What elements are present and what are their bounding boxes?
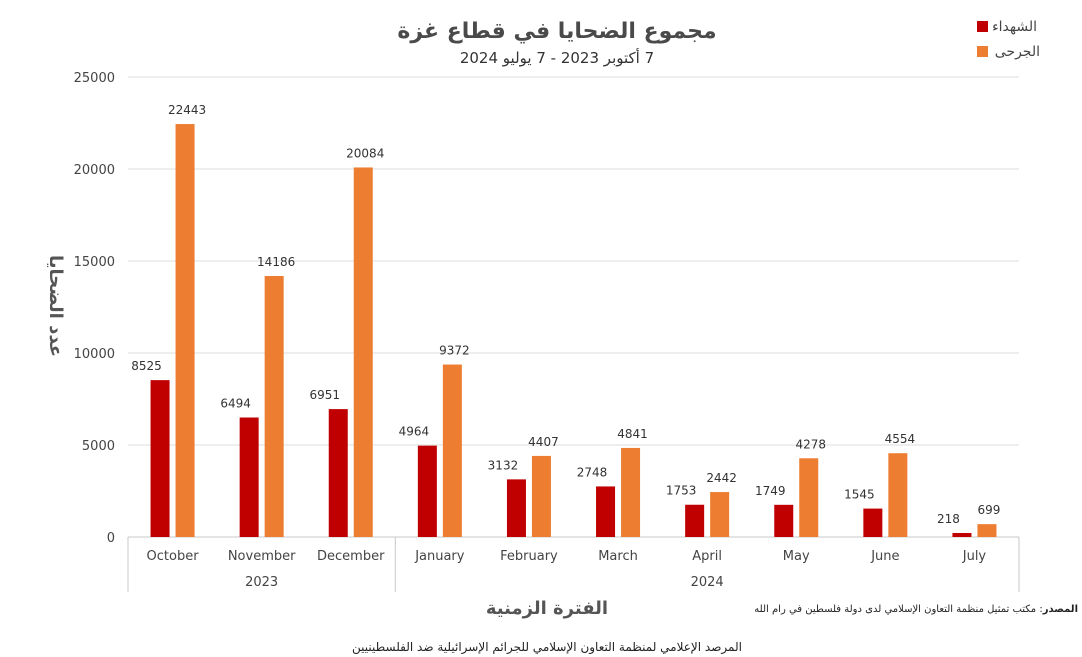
x-tick-label: December (317, 549, 385, 564)
bar-injured (888, 453, 908, 537)
x-tick-label: May (783, 549, 810, 564)
data-label-injured: 699 (977, 503, 1000, 517)
bar-martyrs (150, 380, 170, 537)
x-axis-title: الفترة الزمنية (486, 598, 608, 619)
data-label-injured: 2442 (706, 471, 737, 485)
y-axis-title: عدد الضحايا (45, 255, 66, 357)
bar-martyrs (952, 532, 972, 537)
source-label: المصدر (1042, 604, 1078, 615)
data-label-martyrs: 2748 (577, 465, 608, 479)
bar-injured (799, 458, 819, 537)
x-tick-label: July (962, 549, 987, 564)
data-label-injured: 4841 (617, 427, 648, 441)
x-group-label: 2023 (245, 575, 278, 590)
bar-injured (353, 167, 373, 537)
x-tick-label: January (414, 549, 465, 564)
bar-martyrs (863, 508, 883, 537)
bar-injured (710, 492, 730, 537)
y-tick-label: 20000 (74, 163, 115, 178)
bar-martyrs (417, 445, 437, 537)
x-group-label: 2024 (691, 575, 724, 590)
bar-injured (175, 124, 195, 537)
bar-martyrs (328, 409, 348, 537)
y-tick-label: 0 (107, 531, 115, 546)
legend-label-martyrs: الشهداء (992, 19, 1037, 35)
data-label-martyrs: 3132 (488, 458, 519, 472)
data-label-injured: 20084 (346, 146, 384, 160)
x-tick-label: March (598, 549, 638, 564)
data-label-injured: 14186 (257, 255, 295, 269)
chart-title: مجموع الضحايا في قطاع غزة (397, 19, 716, 44)
x-tick-label: June (870, 549, 899, 564)
source-text: : مكتب تمثيل منظمة التعاون الإسلامي لدى … (754, 604, 1042, 615)
gridlines (128, 76, 1019, 538)
data-label-injured: 4278 (795, 437, 826, 451)
y-tick-label: 10000 (74, 347, 115, 362)
legend: الشهداء الجرحى (977, 19, 1040, 60)
bar-injured (442, 364, 462, 537)
bar-injured (264, 275, 284, 537)
x-tick-label: November (228, 549, 296, 564)
footer-text: المرصد الإعلامي لمنظمة التعاون الإسلامي … (352, 640, 742, 655)
legend-label-injured: الجرحى (995, 44, 1040, 60)
x-tick-label: February (500, 549, 558, 564)
y-tick-label: 5000 (82, 439, 115, 454)
y-axis-ticks: 0 5000 10000 15000 20000 25000 (74, 71, 115, 546)
y-tick-label: 15000 (74, 255, 115, 270)
svg-text:المصدر: مكتب تمثيل منظمة التعا: المصدر: مكتب تمثيل منظمة التعاون الإسلام… (754, 604, 1078, 615)
data-label-martyrs: 4964 (399, 425, 430, 439)
data-label-martyrs: 1545 (844, 488, 875, 502)
data-label-martyrs: 218 (937, 512, 960, 526)
x-axis: October November December January February Ma… (127, 537, 1020, 592)
data-label-martyrs: 8525 (131, 359, 162, 373)
bar-martyrs (239, 417, 259, 537)
bar-martyrs (506, 479, 526, 537)
legend-swatch-martyrs (977, 21, 988, 32)
data-label-injured: 4554 (885, 432, 916, 446)
data-label-injured: 4407 (528, 435, 559, 449)
data-label-martyrs: 6951 (309, 388, 340, 402)
bar-martyrs (685, 504, 705, 537)
bar-injured (531, 455, 551, 537)
chart-subtitle: 7 أكتوبر 2023 - 7 يوليو 2024 (460, 48, 654, 67)
x-tick-label: October (147, 549, 200, 564)
bar-injured (977, 524, 997, 537)
data-label-martyrs: 1753 (666, 484, 697, 498)
bar-martyrs (774, 504, 794, 537)
data-label-injured: 9372 (439, 344, 470, 358)
bars (150, 124, 997, 537)
x-tick-label: April (692, 549, 722, 564)
bar-martyrs (596, 486, 616, 537)
source-note: المصدر: مكتب تمثيل منظمة التعاون الإسلام… (754, 604, 1078, 615)
data-label-injured: 22443 (168, 103, 206, 117)
data-labels: 8525 22443 6494 14186 6951 20084 4964 9372 3132 4… (131, 103, 1000, 526)
data-label-martyrs: 6494 (220, 397, 251, 411)
data-label-martyrs: 1749 (755, 484, 786, 498)
bar-injured (621, 447, 641, 537)
y-tick-label: 25000 (74, 71, 115, 86)
legend-swatch-injured (977, 46, 988, 57)
